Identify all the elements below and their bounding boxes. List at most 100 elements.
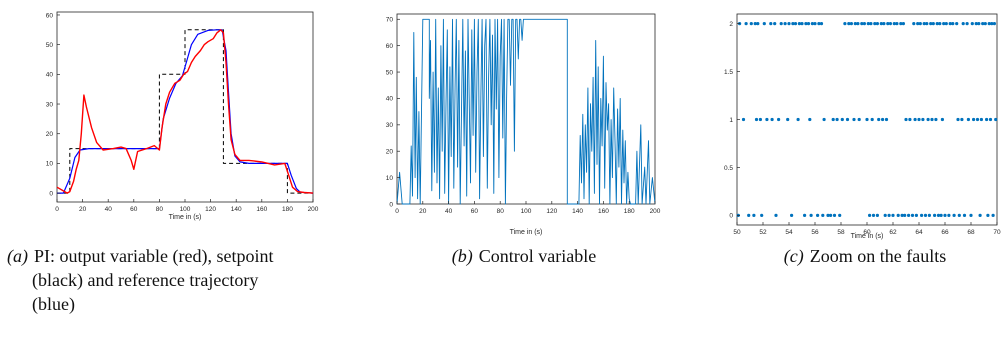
caption-a-tag: (a): [7, 246, 28, 266]
fault-point: [865, 117, 869, 122]
fault-point: [951, 21, 955, 26]
x-tick-label: 40: [105, 206, 113, 213]
x-tick-label: 70: [993, 229, 1001, 236]
caption-b-tag: (b): [451, 246, 473, 266]
fault-point: [866, 21, 870, 26]
fault-point: [943, 213, 947, 218]
fault-point: [988, 117, 993, 122]
fault-point: [883, 213, 887, 218]
fault-point: [886, 21, 890, 26]
fault-point: [753, 21, 757, 26]
fault-point: [884, 117, 889, 122]
fault-point: [821, 213, 825, 218]
x-tick-label: 180: [282, 206, 293, 213]
fault-point: [974, 21, 978, 26]
x-tick-label: 60: [471, 208, 479, 215]
fault-point: [903, 213, 907, 218]
fault-point: [749, 21, 753, 26]
axis-ticks: 0 20 40 60 80 100 120 140 160 180 200 0 10 20 30 40 50 60: [46, 12, 319, 213]
fault-point: [838, 213, 842, 218]
fault-point: [921, 117, 925, 122]
y-tick-label: 10: [386, 175, 394, 182]
control-line: [396, 18, 656, 205]
fault-point: [873, 21, 877, 26]
fault-point: [747, 213, 751, 218]
x-tick-label: 140: [231, 206, 242, 213]
fault-point: [922, 21, 926, 26]
y-tick-label: 60: [46, 12, 54, 19]
fault-point: [868, 213, 872, 218]
fault-point: [952, 213, 956, 218]
fault-point: [783, 21, 787, 26]
fault-point: [918, 21, 922, 26]
fault-point: [787, 21, 791, 26]
fault-point: [923, 213, 928, 218]
fault-point: [916, 21, 920, 26]
x-tick-label: 50: [733, 229, 741, 236]
y-tick-label: 70: [386, 17, 394, 24]
fault-point: [901, 21, 905, 26]
y-tick-label: 60: [386, 43, 394, 50]
x-tick-label: 58: [837, 229, 845, 236]
chart-fault-zoom: 50 52 54 56 58 60 62 64 66 68 70 0 0.5 1 1.5 2 Time in …: [724, 13, 1001, 240]
fault-point: [914, 213, 918, 218]
fault-point: [896, 213, 900, 218]
x-tick-label: 200: [650, 208, 661, 215]
fault-point: [990, 21, 994, 26]
axis-ticks: 50 52 54 56 58 60 62 64 66 68 70 0 0.5 1 1.5 2: [724, 21, 1001, 236]
fault-point: [892, 21, 896, 26]
y-tick-label: 40: [46, 72, 54, 79]
fault-point: [913, 117, 917, 122]
x-tick-label: 60: [863, 229, 871, 236]
fault-point: [944, 21, 948, 26]
fault-point: [791, 21, 795, 26]
fault-point: [845, 117, 850, 122]
caption-b: (b) Control variable: [374, 244, 674, 268]
fault-point: [852, 117, 856, 122]
plot-area: [56, 11, 314, 203]
fault-point: [907, 213, 911, 218]
fault-point: [985, 117, 989, 122]
x-tick-label: 20: [79, 206, 87, 213]
fault-point: [790, 213, 794, 218]
output-line: [56, 29, 314, 194]
fault-point: [860, 21, 864, 26]
fault-point: [817, 21, 821, 26]
fault-point: [888, 21, 892, 26]
plot-series: [396, 18, 656, 205]
fault-point: [969, 213, 973, 218]
fault-point: [887, 213, 891, 218]
fault-point: [770, 117, 774, 122]
fault-point: [991, 213, 995, 218]
fault-point: [856, 21, 860, 26]
fault-point: [831, 117, 835, 122]
fault-point: [810, 21, 814, 26]
fault-point: [826, 213, 830, 218]
fault-point: [804, 21, 808, 26]
fault-point: [925, 21, 929, 26]
fault-point: [956, 117, 960, 122]
caption-c-text: Zoom on the faults: [809, 246, 947, 266]
x-tick-label: 140: [572, 208, 583, 215]
axis-ticks: 0 20 40 60 80 100 120 140 160 180 200 0 10 20 30 40 50 60…: [386, 17, 661, 215]
x-tick-label: 180: [624, 208, 635, 215]
fault-point: [870, 117, 874, 122]
fault-point: [983, 21, 987, 26]
y-tick-label: 1.5: [724, 69, 733, 76]
setpoint-line: [57, 29, 313, 194]
x-tick-label: 66: [941, 229, 949, 236]
fault-point: [904, 117, 908, 122]
fault-point: [765, 117, 769, 122]
caption-b-text: Control variable: [478, 246, 597, 266]
chart-pi-output: 0 20 40 60 80 100 120 140 160 180 200 0 10 20 30 40 50 60…: [46, 11, 319, 221]
fault-point: [857, 117, 861, 122]
fault-point: [936, 213, 941, 218]
fault-point: [961, 21, 965, 26]
x-tick-label: 80: [497, 208, 505, 215]
fault-point: [920, 213, 924, 218]
fault-point: [779, 21, 783, 26]
y-tick-label: 20: [386, 149, 394, 156]
fault-point: [875, 21, 879, 26]
fault-point: [930, 117, 934, 122]
fault-point: [933, 213, 937, 218]
